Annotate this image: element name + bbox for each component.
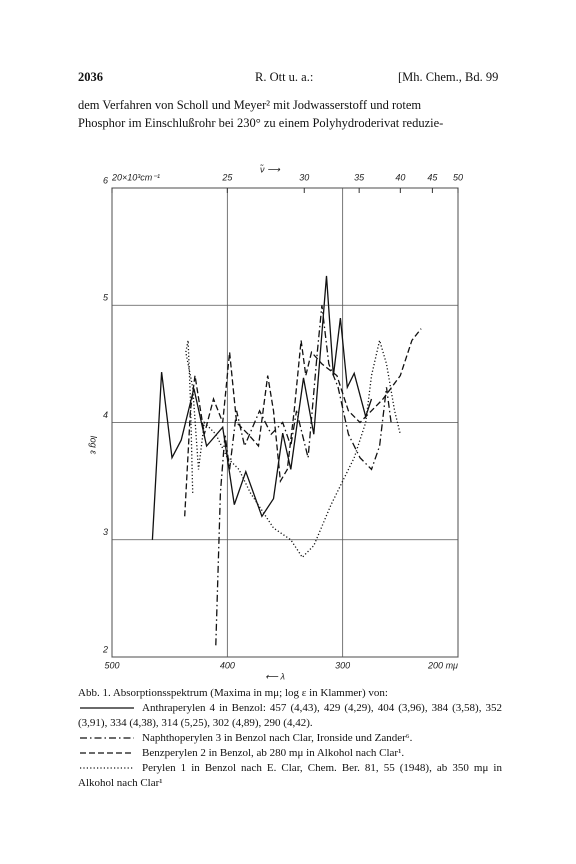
body-line: Phosphor im Einschlußrohr bei 230° zu ei… — [78, 116, 444, 130]
legend-text: Perylen 1 in Benzol nach E. Clar, Chem. … — [78, 762, 502, 789]
body-line: dem Verfahren von Scholl und Meyer² mit … — [78, 98, 422, 112]
x2-label: ν̃ ⟶ — [260, 163, 282, 174]
running-head: R. Ott u. a.: — [255, 70, 314, 84]
x2-tick-label: 25 — [221, 172, 233, 182]
legend-entry: Anthraperylen 4 in Benzol: 457 (4,43), 4… — [78, 701, 502, 731]
x-tick-label: 300 — [335, 660, 350, 670]
y-tick-label: 2 — [102, 644, 108, 654]
page-number: 2036 — [78, 70, 103, 84]
legend-text: Naphthoperylen 3 in Benzol nach Clar, Ir… — [142, 732, 413, 744]
caption: Abb. 1. Absorptionsspektrum (Maxima in m… — [78, 686, 502, 791]
y-label: log ε — [89, 436, 99, 456]
y-tick-label: 5 — [103, 293, 109, 303]
spectrum-curve — [151, 275, 373, 540]
x2-tick-label: 45 — [427, 172, 438, 182]
legend-swatch — [80, 707, 134, 710]
caption-title: Abb. 1. Absorptionsspektrum (Maxima in m… — [78, 687, 388, 699]
x-tick-label: 400 — [220, 660, 235, 670]
x2-tick-label: 40 — [395, 172, 405, 182]
legend-swatch — [80, 767, 134, 770]
legend-swatch — [80, 737, 134, 740]
x2-tick-label: 35 — [354, 172, 365, 182]
spectrum-curve — [184, 328, 422, 517]
y-tick-label: 6 — [103, 175, 108, 185]
x-tick-label: 200 mμ — [427, 660, 458, 670]
x2-tick-label: 20×10³cm⁻¹ — [111, 172, 160, 182]
y-tick-label: 4 — [103, 410, 108, 420]
legend-text: Anthraperylen 4 in Benzol: 457 (4,43), 4… — [78, 702, 502, 729]
x2-tick-label: 50 — [453, 172, 463, 182]
x-label: ⟵ λ — [265, 671, 285, 681]
spectrum-curve — [215, 305, 392, 646]
legend-entry: Benzperylen 2 in Benzol, ab 280 mμ in Al… — [78, 746, 502, 761]
x-tick-label: 500 — [104, 660, 119, 670]
legend-entry: Perylen 1 in Benzol nach E. Clar, Chem. … — [78, 761, 502, 791]
journal: [Mh. Chem., Bd. 99 — [398, 70, 499, 84]
x2-tick-label: 30 — [299, 172, 309, 182]
y-tick-label: 3 — [103, 527, 108, 537]
legend-entry: Naphthoperylen 3 in Benzol nach Clar, Ir… — [78, 731, 502, 746]
legend-text: Benzperylen 2 in Benzol, ab 280 mμ in Al… — [142, 747, 405, 759]
legend-swatch — [80, 752, 134, 755]
